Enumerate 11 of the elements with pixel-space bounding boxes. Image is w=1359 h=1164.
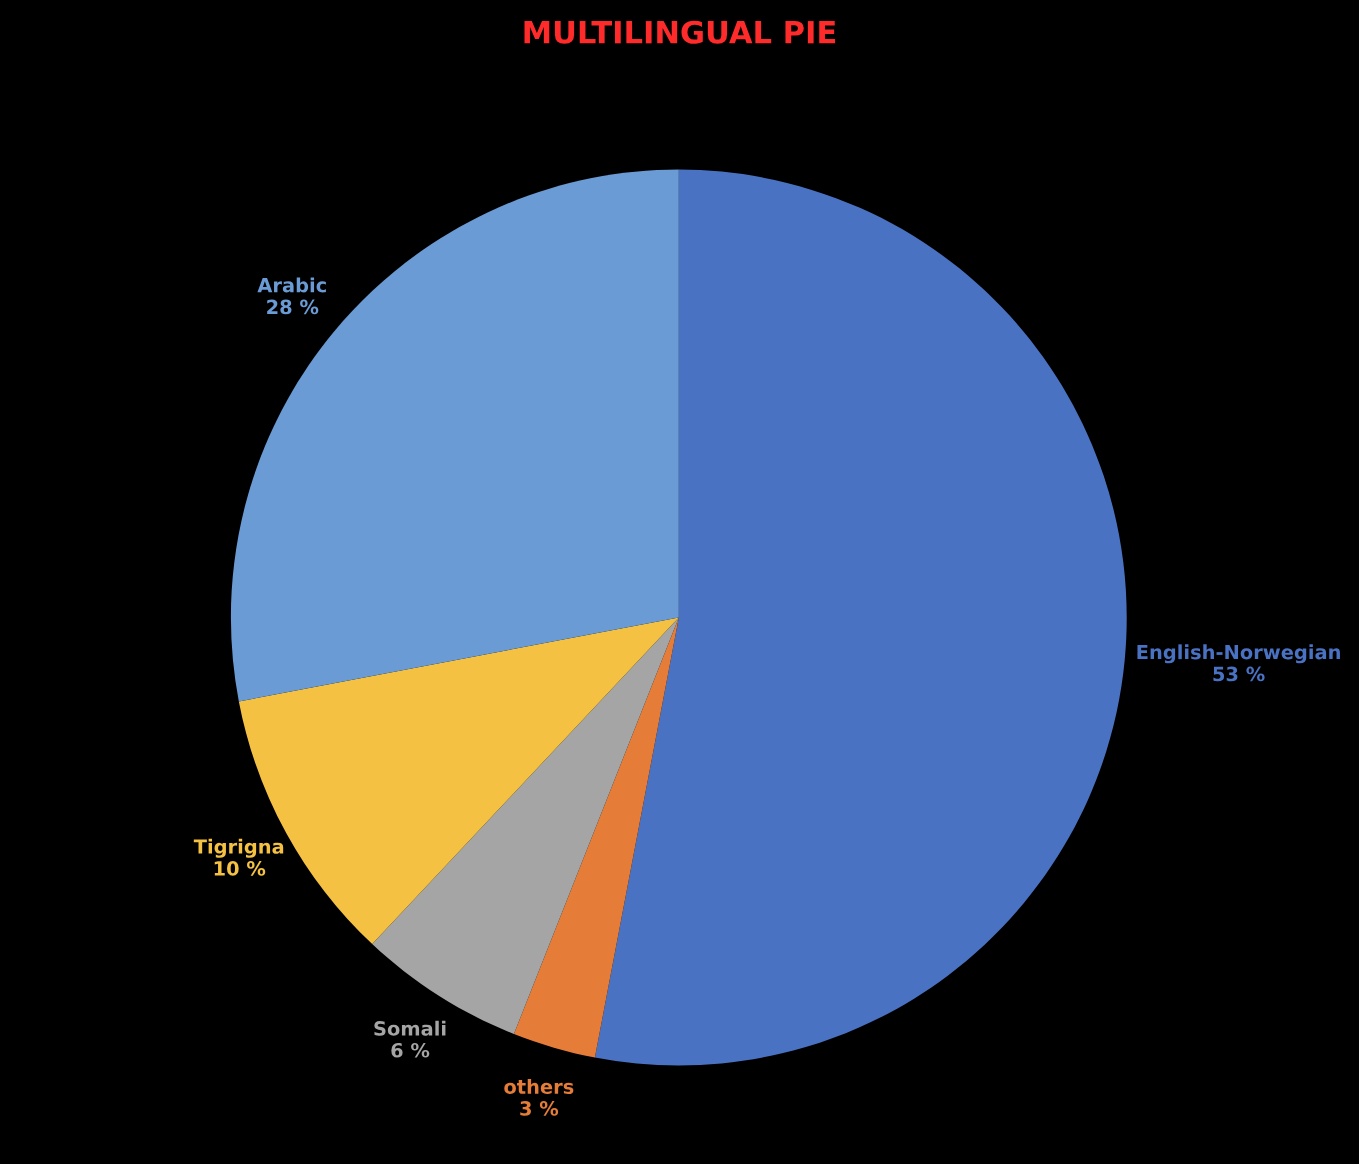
slice-label: Arabic [257, 277, 326, 293]
data-label: 10 % [214, 861, 266, 876]
slice-label: Somali [374, 1020, 446, 1036]
data-label: 6 % [391, 1042, 430, 1058]
data-label: 28 % [267, 299, 319, 315]
chart-title: MULTILINGUAL PIE [524, 20, 836, 44]
slice-label: Tigrigna [193, 838, 284, 858]
data-label: 53 % [1213, 666, 1265, 682]
data-label: 3 % [520, 1101, 559, 1116]
slice-label: others [504, 1078, 574, 1094]
slice-label: English-Norwegian [1137, 644, 1340, 664]
